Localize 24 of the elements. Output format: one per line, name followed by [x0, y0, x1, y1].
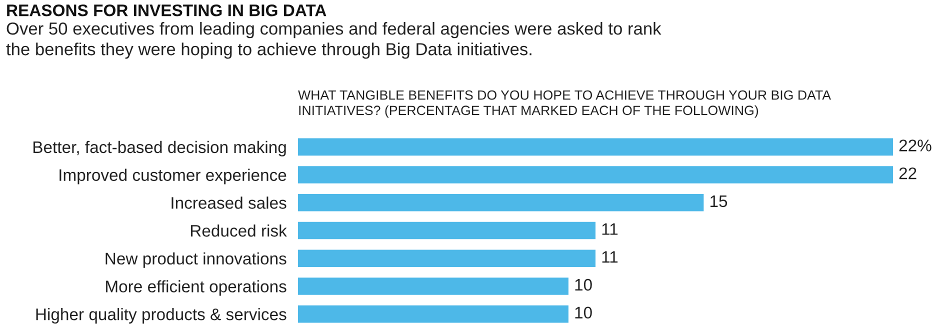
y-tick-label: Better, fact-based decision making: [34, 140, 286, 156]
y-tick-label: Increased sales: [172, 196, 286, 209]
bar: [298, 138, 893, 156]
bar: [298, 222, 596, 240]
chart-subtitle: Over 50 executives from leading companies and federal agencies were asked to rank the benefits they were hoping to achieve through Big Data initiatives.: [6, 22, 662, 59]
bar: [298, 250, 596, 267]
y-tick-label: Higher quality products & services: [36, 308, 286, 324]
data-label: 10: [575, 278, 592, 291]
data-label: 22%: [899, 140, 932, 152]
bar: [298, 166, 893, 184]
y-tick-label: More efficient operations: [106, 280, 286, 296]
data-label: 15: [710, 195, 728, 208]
bar: [298, 305, 568, 323]
chart-title: REASONS FOR INVESTING IN BIG DATA: [7, 4, 326, 16]
data-label: 10: [575, 306, 592, 319]
data-label: 22: [899, 167, 916, 180]
y-tick-label: Improved customer experience: [60, 168, 286, 184]
data-label: 11: [602, 251, 618, 263]
y-tick-label: Reduced risk: [190, 224, 287, 237]
y-tick-label: New product innovations: [106, 252, 286, 268]
data-label: 11: [602, 223, 618, 235]
text: WHAT TANGIBLE BENEFITS DO YOU HOPE TO ACHIEVE THROUGH YOUR BIG DATA INITIATIVES? (PERCENTAGE THAT MARKED EACH OF THE FOLLOWING): [298, 90, 831, 118]
bar: [298, 278, 568, 295]
bar: [298, 194, 704, 212]
